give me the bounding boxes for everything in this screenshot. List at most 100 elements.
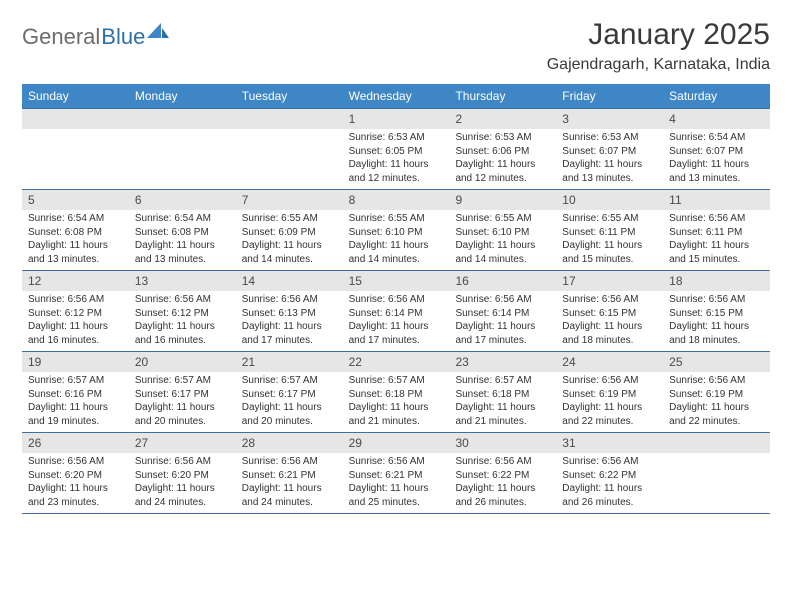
day-details: Sunrise: 6:53 AMSunset: 6:06 PMDaylight:…: [449, 129, 556, 189]
daylight-text: Daylight: 11 hours and 17 minutes.: [455, 320, 550, 347]
calendar-day: 23Sunrise: 6:57 AMSunset: 6:18 PMDayligh…: [449, 352, 556, 432]
day-number: 1: [343, 109, 450, 129]
sunset-text: Sunset: 6:17 PM: [242, 388, 337, 402]
daylight-text: Daylight: 11 hours and 15 minutes.: [669, 239, 764, 266]
sunrise-text: Sunrise: 6:56 AM: [349, 455, 444, 469]
day-details: Sunrise: 6:57 AMSunset: 6:17 PMDaylight:…: [236, 372, 343, 432]
sunrise-text: Sunrise: 6:55 AM: [455, 212, 550, 226]
day-number: 29: [343, 433, 450, 453]
day-number: 19: [22, 352, 129, 372]
calendar-day: [22, 109, 129, 189]
day-number: 16: [449, 271, 556, 291]
month-title: January 2025: [547, 18, 770, 52]
sunset-text: Sunset: 6:14 PM: [455, 307, 550, 321]
sunset-text: Sunset: 6:20 PM: [28, 469, 123, 483]
sunset-text: Sunset: 6:20 PM: [135, 469, 230, 483]
calendar-day: [236, 109, 343, 189]
day-number: [236, 109, 343, 129]
sunrise-text: Sunrise: 6:56 AM: [455, 293, 550, 307]
calendar-day: 12Sunrise: 6:56 AMSunset: 6:12 PMDayligh…: [22, 271, 129, 351]
daylight-text: Daylight: 11 hours and 24 minutes.: [135, 482, 230, 509]
calendar-day: 3Sunrise: 6:53 AMSunset: 6:07 PMDaylight…: [556, 109, 663, 189]
daylight-text: Daylight: 11 hours and 13 minutes.: [669, 158, 764, 185]
calendar-week: 19Sunrise: 6:57 AMSunset: 6:16 PMDayligh…: [22, 352, 770, 433]
calendar-day: 11Sunrise: 6:56 AMSunset: 6:11 PMDayligh…: [663, 190, 770, 270]
day-details: Sunrise: 6:54 AMSunset: 6:07 PMDaylight:…: [663, 129, 770, 189]
sunset-text: Sunset: 6:11 PM: [669, 226, 764, 240]
day-number: 20: [129, 352, 236, 372]
day-number: 23: [449, 352, 556, 372]
sunrise-text: Sunrise: 6:55 AM: [242, 212, 337, 226]
sunset-text: Sunset: 6:18 PM: [455, 388, 550, 402]
sunset-text: Sunset: 6:07 PM: [669, 145, 764, 159]
daylight-text: Daylight: 11 hours and 21 minutes.: [455, 401, 550, 428]
calendar-day: 28Sunrise: 6:56 AMSunset: 6:21 PMDayligh…: [236, 433, 343, 513]
day-number: 17: [556, 271, 663, 291]
daylight-text: Daylight: 11 hours and 13 minutes.: [135, 239, 230, 266]
calendar-day: 5Sunrise: 6:54 AMSunset: 6:08 PMDaylight…: [22, 190, 129, 270]
day-number: 2: [449, 109, 556, 129]
sunrise-text: Sunrise: 6:57 AM: [242, 374, 337, 388]
sunset-text: Sunset: 6:21 PM: [242, 469, 337, 483]
title-block: January 2025 Gajendragarh, Karnataka, In…: [547, 18, 770, 78]
sunrise-text: Sunrise: 6:54 AM: [135, 212, 230, 226]
calendar-day: 21Sunrise: 6:57 AMSunset: 6:17 PMDayligh…: [236, 352, 343, 432]
day-number: 28: [236, 433, 343, 453]
day-details: Sunrise: 6:56 AMSunset: 6:22 PMDaylight:…: [449, 453, 556, 513]
day-details: Sunrise: 6:56 AMSunset: 6:21 PMDaylight:…: [236, 453, 343, 513]
day-details: Sunrise: 6:56 AMSunset: 6:15 PMDaylight:…: [663, 291, 770, 351]
calendar-day: 15Sunrise: 6:56 AMSunset: 6:14 PMDayligh…: [343, 271, 450, 351]
daylight-text: Daylight: 11 hours and 12 minutes.: [455, 158, 550, 185]
day-number: 21: [236, 352, 343, 372]
sunset-text: Sunset: 6:22 PM: [455, 469, 550, 483]
day-number: 4: [663, 109, 770, 129]
day-details: Sunrise: 6:57 AMSunset: 6:18 PMDaylight:…: [343, 372, 450, 432]
daylight-text: Daylight: 11 hours and 16 minutes.: [135, 320, 230, 347]
day-details: Sunrise: 6:56 AMSunset: 6:14 PMDaylight:…: [449, 291, 556, 351]
day-number: 8: [343, 190, 450, 210]
sunset-text: Sunset: 6:21 PM: [349, 469, 444, 483]
sunset-text: Sunset: 6:07 PM: [562, 145, 657, 159]
day-details: Sunrise: 6:56 AMSunset: 6:14 PMDaylight:…: [343, 291, 450, 351]
sunset-text: Sunset: 6:06 PM: [455, 145, 550, 159]
daylight-text: Daylight: 11 hours and 26 minutes.: [455, 482, 550, 509]
day-number: 24: [556, 352, 663, 372]
sunset-text: Sunset: 6:13 PM: [242, 307, 337, 321]
logo-text-blue: Blue: [101, 24, 145, 50]
sunrise-text: Sunrise: 6:55 AM: [349, 212, 444, 226]
daylight-text: Daylight: 11 hours and 19 minutes.: [28, 401, 123, 428]
day-number: 27: [129, 433, 236, 453]
sunset-text: Sunset: 6:12 PM: [28, 307, 123, 321]
sunset-text: Sunset: 6:17 PM: [135, 388, 230, 402]
sunset-text: Sunset: 6:15 PM: [669, 307, 764, 321]
day-details: Sunrise: 6:56 AMSunset: 6:19 PMDaylight:…: [663, 372, 770, 432]
day-details: Sunrise: 6:56 AMSunset: 6:12 PMDaylight:…: [22, 291, 129, 351]
day-details: Sunrise: 6:55 AMSunset: 6:10 PMDaylight:…: [343, 210, 450, 270]
daylight-text: Daylight: 11 hours and 22 minutes.: [669, 401, 764, 428]
calendar-day: 29Sunrise: 6:56 AMSunset: 6:21 PMDayligh…: [343, 433, 450, 513]
sunrise-text: Sunrise: 6:54 AM: [669, 131, 764, 145]
sunset-text: Sunset: 6:15 PM: [562, 307, 657, 321]
sunrise-text: Sunrise: 6:57 AM: [349, 374, 444, 388]
sunrise-text: Sunrise: 6:56 AM: [669, 212, 764, 226]
daylight-text: Daylight: 11 hours and 17 minutes.: [242, 320, 337, 347]
day-number: 18: [663, 271, 770, 291]
location-label: Gajendragarh, Karnataka, India: [547, 56, 770, 74]
sunset-text: Sunset: 6:11 PM: [562, 226, 657, 240]
day-details: Sunrise: 6:54 AMSunset: 6:08 PMDaylight:…: [22, 210, 129, 270]
day-number: 26: [22, 433, 129, 453]
daylight-text: Daylight: 11 hours and 18 minutes.: [669, 320, 764, 347]
calendar-day: 16Sunrise: 6:56 AMSunset: 6:14 PMDayligh…: [449, 271, 556, 351]
calendar-week: 5Sunrise: 6:54 AMSunset: 6:08 PMDaylight…: [22, 190, 770, 271]
sunrise-text: Sunrise: 6:56 AM: [242, 455, 337, 469]
day-details: Sunrise: 6:57 AMSunset: 6:18 PMDaylight:…: [449, 372, 556, 432]
dow-wednesday: Wednesday: [343, 84, 450, 108]
sunrise-text: Sunrise: 6:56 AM: [455, 455, 550, 469]
dow-saturday: Saturday: [663, 84, 770, 108]
logo-text-general: General: [22, 24, 100, 50]
day-number: [129, 109, 236, 129]
sunrise-text: Sunrise: 6:57 AM: [455, 374, 550, 388]
calendar-week: 26Sunrise: 6:56 AMSunset: 6:20 PMDayligh…: [22, 433, 770, 514]
calendar-day: 10Sunrise: 6:55 AMSunset: 6:11 PMDayligh…: [556, 190, 663, 270]
day-number: 3: [556, 109, 663, 129]
